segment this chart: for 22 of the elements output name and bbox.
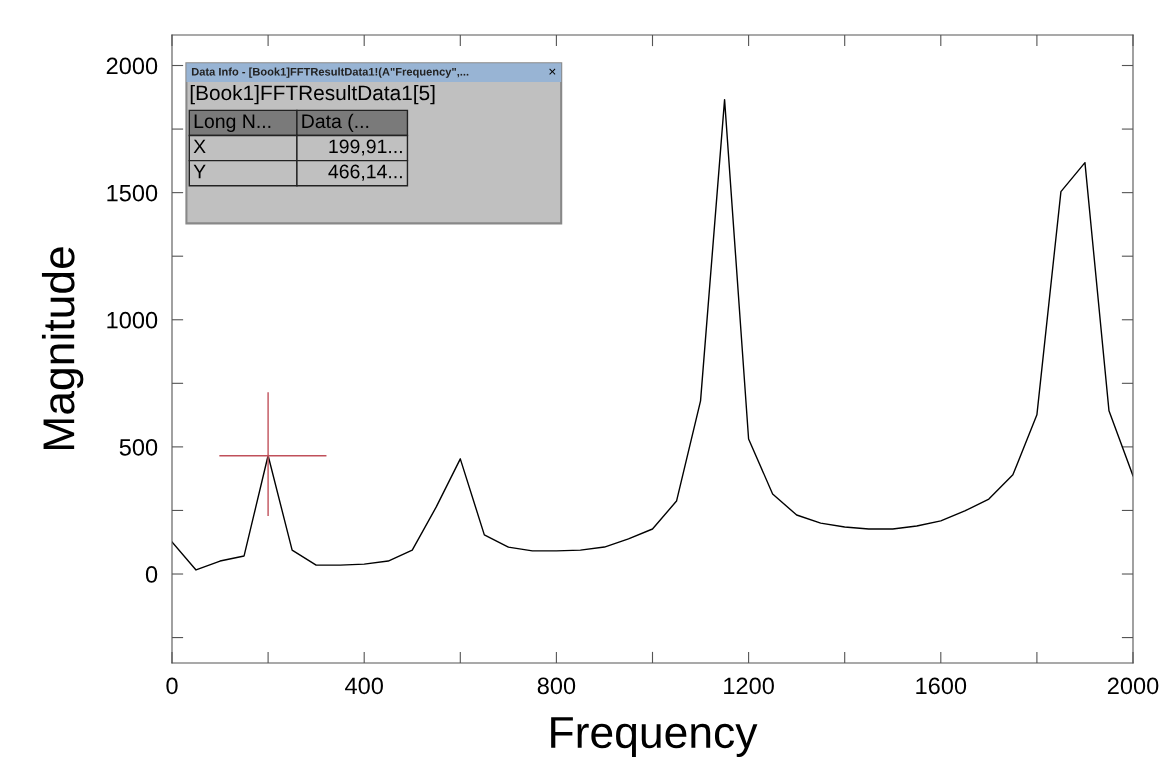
annotation: Data (...: [302, 113, 369, 132]
annotation: X: [193, 139, 206, 154]
annotation: Y: [193, 164, 206, 179]
x-tick-label: 800: [537, 677, 576, 695]
x-tick-label: 2000: [1107, 677, 1159, 695]
x-tick-label: 400: [345, 677, 383, 695]
y-axis-title: Magnitude: [41, 247, 84, 450]
x-tick-label: 0: [166, 677, 178, 695]
x-axis-title: Frequency: [551, 717, 758, 757]
annotation: 199,91...: [329, 139, 402, 156]
annotation: 466,14...: [328, 164, 402, 181]
y-tick-label: 2000: [106, 57, 158, 75]
annotation: [Book1]FFTResultData1[5]: [190, 84, 435, 105]
x-tick-label: 1600: [916, 677, 967, 695]
y-tick-label: 1000: [107, 311, 158, 329]
x-tick-label: 1200: [724, 677, 774, 695]
annotation: ×: [549, 68, 556, 75]
annotation: Data Info - [Book1]FFTResultData1!(A"Frequency",...: [191, 67, 469, 78]
y-tick-label: 1500: [107, 184, 158, 202]
y-tick-label: 500: [119, 438, 158, 456]
y-tick-label: 0: [145, 566, 158, 583]
annotation: Long N...: [194, 114, 271, 132]
